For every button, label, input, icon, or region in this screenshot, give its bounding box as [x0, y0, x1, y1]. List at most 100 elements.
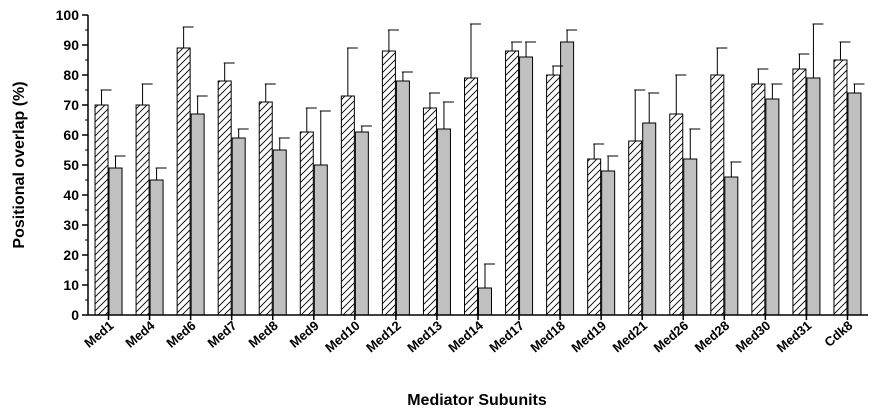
bar-med6-gray — [190, 113, 205, 316]
error-bar-med21-gray — [648, 92, 660, 123]
error-bar-med31-gray — [812, 23, 824, 78]
error-bar-med8-hatched — [264, 83, 276, 102]
plot-area — [94, 41, 862, 316]
x-tick-label-med18: Med18 — [527, 318, 568, 356]
error-bar-cdk8-hatched — [839, 41, 851, 60]
y-tick-label-70: 70 — [63, 97, 79, 113]
x-tick-label-med28: Med28 — [692, 318, 733, 356]
bar-med8-gray — [272, 149, 287, 316]
error-bar-med10-hatched — [346, 47, 358, 96]
error-bar-med28-hatched — [716, 47, 728, 75]
y-tick-label-80: 80 — [63, 67, 79, 83]
bar-med28-gray — [724, 176, 739, 316]
bar-med31-gray — [806, 77, 821, 316]
x-tick-label-med10: Med10 — [322, 318, 363, 356]
error-bar-med6-gray — [196, 95, 208, 114]
y-tick-label-60: 60 — [63, 127, 79, 143]
bar-med28-hatched — [710, 74, 725, 316]
bar-med12-gray — [395, 80, 410, 316]
y-tick-label-50: 50 — [63, 157, 79, 173]
x-tick-label-med19: Med19 — [568, 318, 609, 356]
error-bar-med4-hatched — [141, 83, 153, 105]
error-bar-med7-hatched — [223, 62, 235, 81]
x-tick-label-cdk8: Cdk8 — [821, 318, 855, 350]
bar-med6-hatched — [176, 47, 191, 316]
y-tick-label-10: 10 — [63, 277, 79, 293]
y-tick-label-40: 40 — [63, 187, 79, 203]
x-axis-title: Mediator Subunits — [407, 392, 547, 409]
bar-med26-gray — [683, 158, 698, 316]
bar-med18-hatched — [546, 74, 561, 316]
bar-med4-hatched — [135, 104, 150, 316]
error-bar-med4-gray — [155, 167, 167, 180]
x-tick-label-med4: Med4 — [122, 317, 158, 350]
bar-med21-gray — [642, 122, 657, 316]
error-bar-med17-hatched — [511, 41, 523, 51]
bar-med9-hatched — [299, 131, 314, 316]
x-tick-label-med31: Med31 — [774, 318, 815, 356]
x-tick-label-med8: Med8 — [246, 318, 281, 351]
bar-med7-gray — [231, 137, 246, 316]
x-axis: Med1 Med4 Med6 Med7 Med8 Med9 Med10 Med12 Med13 M… — [81, 314, 868, 356]
bar-med21-hatched — [628, 140, 643, 316]
error-bars — [100, 23, 865, 288]
bar-med19-gray — [601, 170, 616, 316]
error-bar-med30-gray — [771, 83, 783, 99]
x-tick-label-med12: Med12 — [363, 318, 404, 356]
error-bar-med7-gray — [237, 128, 249, 138]
bar-med9-gray — [313, 164, 328, 316]
error-bar-med17-gray — [525, 41, 537, 57]
error-bar-med28-gray — [730, 161, 742, 177]
error-bar-med19-hatched — [593, 143, 605, 159]
error-bar-med14-hatched — [470, 23, 481, 78]
bar-med18-gray — [560, 41, 575, 316]
error-bar-med26-gray — [689, 128, 701, 159]
bar-med12-hatched — [381, 50, 396, 316]
error-bar-med30-hatched — [757, 68, 769, 84]
x-tick-label-med30: Med30 — [733, 318, 774, 356]
bar-med30-gray — [765, 98, 780, 316]
bar-med13-hatched — [422, 107, 437, 316]
error-bar-med8-gray — [278, 137, 290, 150]
error-bar-med19-gray — [607, 155, 619, 171]
error-bar-cdk8-gray — [853, 83, 865, 93]
error-bar-med6-hatched — [182, 26, 194, 48]
error-bar-med9-hatched — [305, 107, 317, 132]
bar-med7-hatched — [217, 80, 232, 316]
bar-med31-hatched — [792, 68, 807, 316]
error-bar-med1-hatched — [100, 89, 112, 105]
bar-med13-gray — [436, 128, 451, 316]
y-tick-label-90: 90 — [63, 37, 79, 53]
bar-med14-gray — [478, 287, 492, 316]
error-bar-med12-hatched — [387, 29, 399, 51]
bar-med17-gray — [519, 56, 534, 316]
y-axis-title: Positional overlap (%) — [11, 81, 28, 248]
bar-med14-hatched — [464, 77, 478, 316]
bar-med10-hatched — [340, 95, 355, 316]
x-tick-label-med26: Med26 — [651, 318, 692, 356]
y-tick-label-20: 20 — [63, 247, 79, 263]
x-tick-label-med9: Med9 — [287, 318, 322, 351]
error-bar-med18-gray — [566, 29, 578, 42]
error-bar-med13-hatched — [428, 92, 440, 108]
x-tick-label-med13: Med13 — [404, 318, 445, 356]
bar-med1-hatched — [94, 104, 109, 316]
bar-med1-gray — [108, 167, 123, 316]
bar-med19-hatched — [587, 158, 602, 316]
error-bar-med14-gray — [484, 263, 495, 288]
y-tick-label-0: 0 — [71, 307, 79, 323]
error-bar-med9-gray — [319, 110, 331, 165]
bar-cdk8-gray — [847, 92, 862, 316]
error-bar-med13-gray — [442, 101, 454, 129]
bar-cdk8-hatched — [833, 59, 848, 316]
bar-med26-hatched — [669, 113, 684, 316]
bar-med10-gray — [354, 131, 369, 316]
x-tick-label-med6: Med6 — [163, 318, 198, 351]
bar-med17-hatched — [505, 50, 520, 316]
error-bar-med10-gray — [360, 125, 372, 132]
error-bar-med12-gray — [401, 71, 413, 81]
x-tick-label-med7: Med7 — [205, 318, 240, 351]
y-axis: 0 10 20 30 40 50 60 70 80 90 100 — [56, 7, 89, 323]
x-tick-label-med17: Med17 — [486, 318, 527, 356]
